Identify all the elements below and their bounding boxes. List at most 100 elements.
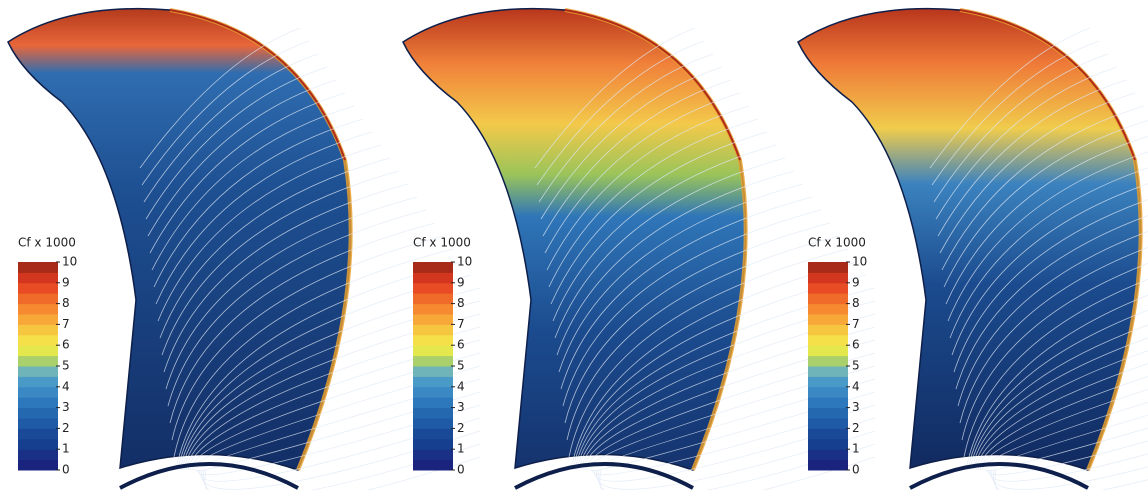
colorbar-tick-label: 3 <box>62 400 70 414</box>
colorbar-band <box>18 366 58 377</box>
colorbar-band <box>808 262 848 273</box>
colorbar-tick-label: 10 <box>457 255 472 269</box>
colorbar-tick-label: 4 <box>62 379 70 393</box>
colorbar-band <box>413 262 453 273</box>
colorbar-tick-label: 3 <box>457 400 465 414</box>
panel: Cf x 1000012345678910 <box>8 9 480 490</box>
colorbar-band <box>18 345 58 356</box>
colorbar-band <box>413 439 453 450</box>
colorbar-tick-label: 0 <box>852 463 860 477</box>
colorbar-band <box>808 376 848 387</box>
colorbar-band <box>808 387 848 398</box>
colorbar-band <box>18 408 58 419</box>
colorbar-band <box>413 283 453 294</box>
colorbar-tick-label: 6 <box>852 338 860 352</box>
colorbar-band <box>413 460 453 471</box>
colorbar-band <box>18 418 58 429</box>
colorbar-tick-label: 7 <box>62 317 70 331</box>
colorbar-band <box>413 387 453 398</box>
colorbar-tick-label: 8 <box>457 296 465 310</box>
colorbar-band <box>808 397 848 408</box>
colorbar-band <box>18 283 58 294</box>
colorbar-band <box>18 272 58 283</box>
colorbar-band <box>413 397 453 408</box>
colorbar-band <box>413 418 453 429</box>
colorbar-band <box>413 314 453 325</box>
colorbar-tick-label: 9 <box>852 275 860 289</box>
colorbar-band <box>808 304 848 315</box>
colorbar-title: Cf x 1000 <box>808 236 866 250</box>
colorbar-band <box>808 356 848 367</box>
colorbar-band <box>808 272 848 283</box>
colorbar-tick-label: 5 <box>62 359 70 373</box>
colorbar-tick-label: 7 <box>852 317 860 331</box>
hub <box>515 464 693 488</box>
colorbar-tick-label: 8 <box>852 296 860 310</box>
colorbar-tick-label: 1 <box>457 442 465 456</box>
colorbar-band <box>808 418 848 429</box>
colorbar-tick-label: 10 <box>62 255 77 269</box>
colorbar-band <box>18 428 58 439</box>
colorbar-tick-label: 2 <box>852 421 860 435</box>
colorbar-tick-label: 7 <box>457 317 465 331</box>
colorbar-tick-label: 2 <box>457 421 465 435</box>
colorbar-tick-label: 5 <box>852 359 860 373</box>
figure: Cf x 1000012345678910Cf x 10000123456789… <box>0 0 1148 490</box>
colorbar-band <box>413 272 453 283</box>
colorbar-band <box>18 314 58 325</box>
colorbar-band <box>18 397 58 408</box>
colorbar-band <box>18 324 58 335</box>
colorbar-band <box>808 449 848 460</box>
colorbar-band <box>413 449 453 460</box>
colorbar-band <box>18 356 58 367</box>
colorbar-band <box>413 376 453 387</box>
colorbar-band <box>413 335 453 346</box>
colorbar-tick-label: 0 <box>457 463 465 477</box>
colorbar-tick-label: 3 <box>852 400 860 414</box>
colorbar-tick-label: 1 <box>852 442 860 456</box>
colorbar-tick-label: 6 <box>457 338 465 352</box>
colorbar-band <box>808 293 848 304</box>
colorbar-band <box>808 428 848 439</box>
colorbar-tick-label: 9 <box>457 275 465 289</box>
colorbar-tick-label: 6 <box>62 338 70 352</box>
colorbar-tick-label: 4 <box>457 379 465 393</box>
colorbar-tick-label: 4 <box>852 379 860 393</box>
colorbar-band <box>413 428 453 439</box>
colorbar-tick-label: 10 <box>852 255 867 269</box>
colorbar-tick-label: 1 <box>62 442 70 456</box>
colorbar-tick-label: 9 <box>62 275 70 289</box>
colorbar-band <box>413 366 453 377</box>
colorbar-tick-label: 5 <box>457 359 465 373</box>
colorbar-band <box>808 314 848 325</box>
hub <box>910 464 1088 488</box>
colorbar-tick-label: 2 <box>62 421 70 435</box>
colorbar-band <box>18 262 58 273</box>
colorbar-band <box>808 345 848 356</box>
colorbar-band <box>18 293 58 304</box>
colorbar-band <box>808 439 848 450</box>
panel: Cf x 1000 0 1 2 3 4 5 6 7 8 9 10 <box>798 9 1148 490</box>
colorbar-band <box>18 387 58 398</box>
colorbar-band <box>18 376 58 387</box>
colorbar-title: Cf x 1000 <box>18 236 76 250</box>
colorbar-band <box>18 460 58 471</box>
colorbar-band <box>18 304 58 315</box>
colorbar-band <box>413 345 453 356</box>
colorbar-band <box>413 293 453 304</box>
colorbar-band <box>18 439 58 450</box>
colorbar-tick-label: 0 <box>62 463 70 477</box>
colorbar-title: Cf x 1000 <box>413 236 471 250</box>
colorbar-band <box>808 408 848 419</box>
colorbar-band <box>808 366 848 377</box>
colorbar-band <box>413 356 453 367</box>
colorbar-band <box>413 304 453 315</box>
colorbar-band <box>413 324 453 335</box>
colorbar-band <box>808 335 848 346</box>
colorbar-band <box>808 283 848 294</box>
colorbar-band <box>18 449 58 460</box>
colorbar-band <box>18 335 58 346</box>
colorbar-tick-label: 8 <box>62 296 70 310</box>
colorbar-band <box>808 324 848 335</box>
